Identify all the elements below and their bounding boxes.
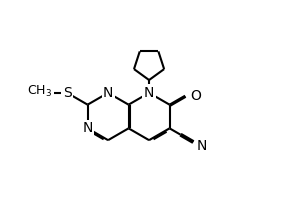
Text: N: N: [144, 86, 154, 100]
Text: N: N: [82, 121, 93, 135]
Text: S: S: [63, 86, 71, 100]
Text: N: N: [103, 86, 113, 100]
Text: CH$_3$: CH$_3$: [27, 84, 52, 99]
Text: N: N: [196, 139, 207, 153]
Text: O: O: [190, 89, 201, 103]
